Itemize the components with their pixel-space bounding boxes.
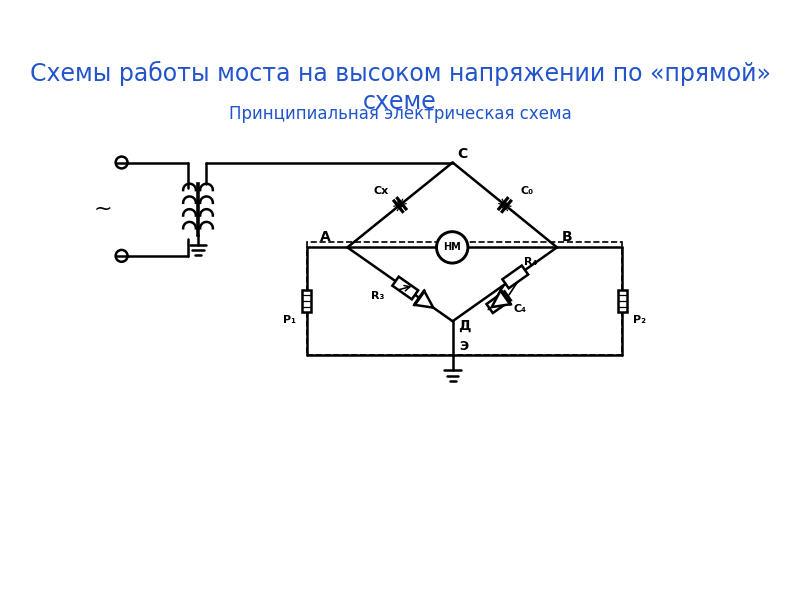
Bar [618,290,627,313]
Text: Р₁: Р₁ [283,315,296,325]
Polygon shape [392,277,418,299]
Text: Принципиальная электрическая схема: Принципиальная электрическая схема [229,105,571,123]
Text: А: А [320,230,330,244]
Text: С₄: С₄ [514,304,526,314]
Bar [306,242,622,355]
Text: НМ: НМ [443,242,461,253]
Text: В: В [562,230,573,244]
Polygon shape [492,290,510,307]
Text: R₄: R₄ [524,257,538,266]
Text: R₃: R₃ [371,292,385,301]
Text: С: С [458,147,468,161]
Text: Д: Д [458,319,471,332]
Polygon shape [502,266,528,288]
Text: Э: Э [459,340,469,353]
Text: ~: ~ [94,199,112,219]
Polygon shape [414,291,434,308]
Bar [302,290,311,313]
Text: Сх: Сх [374,187,389,196]
Circle shape [437,232,468,263]
Text: Р₂: Р₂ [633,315,646,325]
Text: С₀: С₀ [520,187,534,196]
Text: Схемы работы моста на высоком напряжении по «прямой» схеме: Схемы работы моста на высоком напряжении… [30,61,770,113]
Polygon shape [486,291,511,313]
